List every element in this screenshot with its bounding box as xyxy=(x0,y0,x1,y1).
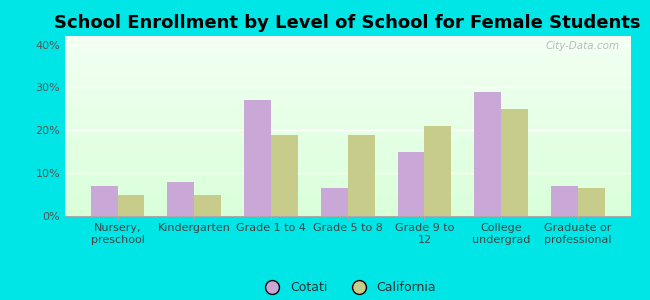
Bar xyxy=(65,106,630,108)
Bar xyxy=(118,195,144,216)
Bar xyxy=(65,99,630,101)
Bar xyxy=(65,135,630,137)
Bar xyxy=(65,142,630,144)
Bar xyxy=(65,103,630,106)
Bar xyxy=(65,90,630,92)
Bar xyxy=(65,205,630,207)
Bar xyxy=(65,214,630,216)
Bar xyxy=(65,88,630,90)
Bar xyxy=(65,173,630,176)
Title: School Enrollment by Level of School for Female Students: School Enrollment by Level of School for… xyxy=(55,14,641,32)
Bar xyxy=(65,92,630,95)
Bar xyxy=(65,43,630,45)
Bar xyxy=(65,182,630,184)
Bar xyxy=(65,171,630,173)
Bar xyxy=(65,101,630,104)
Bar xyxy=(65,187,630,189)
Bar xyxy=(65,133,630,135)
Bar xyxy=(65,47,630,50)
Bar xyxy=(65,209,630,211)
Bar xyxy=(271,135,298,216)
Bar xyxy=(168,182,194,216)
Bar xyxy=(65,122,630,124)
Bar xyxy=(65,58,630,61)
Bar xyxy=(65,144,630,146)
Bar xyxy=(65,160,630,162)
Bar xyxy=(65,36,630,38)
Bar xyxy=(398,152,424,216)
Bar xyxy=(65,63,630,65)
Bar xyxy=(65,61,630,63)
Bar xyxy=(65,196,630,198)
Bar xyxy=(65,167,630,169)
Bar xyxy=(65,50,630,52)
Bar xyxy=(65,140,630,142)
Bar xyxy=(65,137,630,140)
Bar xyxy=(65,74,630,77)
Bar xyxy=(65,146,630,148)
Bar xyxy=(65,112,630,115)
Bar xyxy=(65,207,630,209)
Bar xyxy=(348,135,374,216)
Bar xyxy=(65,162,630,164)
Bar xyxy=(65,164,630,166)
Bar xyxy=(65,97,630,99)
Bar xyxy=(501,109,528,216)
Bar xyxy=(65,191,630,194)
Bar xyxy=(65,115,630,117)
Bar xyxy=(65,70,630,72)
Bar xyxy=(65,119,630,122)
Bar xyxy=(65,110,630,112)
Bar xyxy=(65,94,630,97)
Bar xyxy=(65,38,630,40)
Bar xyxy=(578,188,604,216)
Bar xyxy=(65,76,630,79)
Bar xyxy=(65,189,630,191)
Bar xyxy=(65,85,630,88)
Bar xyxy=(65,202,630,205)
Bar xyxy=(321,188,348,216)
Bar xyxy=(65,81,630,83)
Bar xyxy=(65,194,630,196)
Bar xyxy=(65,68,630,70)
Bar xyxy=(65,126,630,128)
Bar xyxy=(65,79,630,81)
Bar xyxy=(244,100,271,216)
Bar xyxy=(551,186,578,216)
Bar xyxy=(65,128,630,130)
Bar xyxy=(65,45,630,47)
Bar xyxy=(65,176,630,178)
Bar xyxy=(65,40,630,43)
Bar xyxy=(65,180,630,182)
Bar xyxy=(194,195,221,216)
Bar xyxy=(65,184,630,187)
Bar xyxy=(474,92,501,216)
Bar xyxy=(65,54,630,56)
Bar xyxy=(65,178,630,180)
Text: City-Data.com: City-Data.com xyxy=(545,41,619,51)
Bar xyxy=(65,155,630,158)
Bar xyxy=(65,198,630,200)
Bar xyxy=(65,148,630,151)
Bar xyxy=(65,56,630,58)
Bar xyxy=(65,153,630,155)
Bar xyxy=(65,151,630,153)
Bar xyxy=(65,130,630,133)
Bar xyxy=(65,124,630,126)
Bar xyxy=(91,186,118,216)
Legend: Cotati, California: Cotati, California xyxy=(255,276,441,299)
Bar xyxy=(65,158,630,160)
Bar xyxy=(65,83,630,86)
Bar xyxy=(65,117,630,119)
Bar xyxy=(65,200,630,202)
Bar xyxy=(65,212,630,214)
Bar xyxy=(65,52,630,54)
Bar xyxy=(65,72,630,74)
Bar xyxy=(65,169,630,171)
Bar xyxy=(65,108,630,110)
Bar xyxy=(65,65,630,68)
Bar xyxy=(424,126,451,216)
